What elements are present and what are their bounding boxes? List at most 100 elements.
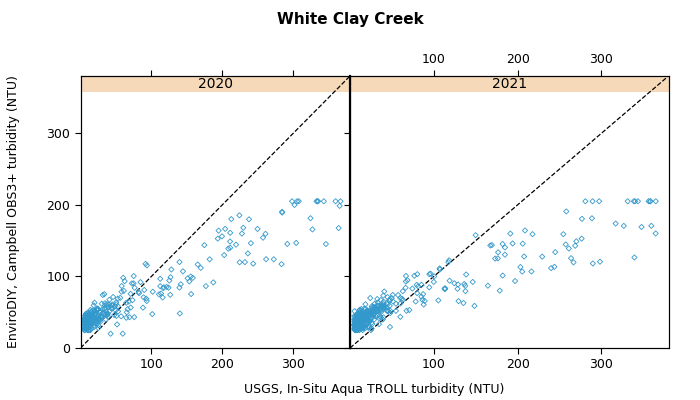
Point [163,284,174,291]
Point [112,296,123,302]
Point [370,308,382,315]
Point [116,283,127,289]
Point [359,318,370,324]
Point [129,284,140,291]
Point [165,274,176,280]
Point [85,314,96,320]
Point [85,316,96,323]
Point [307,226,318,233]
Point [260,256,272,262]
Point [80,324,92,330]
Point [106,301,118,308]
Point [128,280,139,286]
Point [363,323,374,329]
Point [425,270,436,277]
Point [358,311,370,318]
Point [79,318,90,324]
Point [212,236,223,242]
Point [177,268,188,274]
Point [391,300,402,307]
Point [594,198,605,204]
Point [355,319,366,325]
Point [372,302,383,308]
Point [360,306,371,312]
Point [364,316,375,323]
Point [349,319,360,325]
Point [351,322,363,328]
Point [102,310,113,317]
Point [434,265,445,272]
Point [87,318,98,325]
Point [351,327,362,333]
Point [360,312,372,318]
Point [349,316,360,323]
Point [80,317,92,324]
Point [350,318,361,325]
Point [352,315,363,322]
Point [369,304,380,310]
Point [88,314,99,320]
Point [355,308,366,314]
Point [350,323,361,329]
Point [368,311,379,317]
Point [349,323,360,329]
Point [505,230,516,237]
Point [112,303,123,310]
Point [410,298,421,305]
Point [460,283,471,289]
Point [115,295,126,301]
Point [352,311,363,317]
Point [361,313,372,319]
Point [354,315,365,322]
Point [83,319,94,326]
Point [92,312,104,319]
Point [587,260,598,267]
Point [367,321,378,327]
Point [84,312,95,318]
Point [141,298,153,304]
Point [92,307,103,314]
Point [358,306,370,312]
Point [89,308,100,314]
Point [517,268,528,275]
Point [81,318,92,324]
Point [458,281,470,287]
Point [352,320,363,326]
Point [78,320,90,327]
Point [354,326,365,333]
Point [97,292,108,298]
Point [116,288,127,295]
Point [351,314,363,320]
Point [349,324,360,330]
Point [290,240,302,246]
Point [225,238,236,245]
Point [111,321,122,328]
Point [527,231,538,237]
Point [467,279,478,285]
Point [402,277,413,284]
Point [175,281,186,288]
Point [378,304,389,310]
Point [305,215,316,222]
Bar [350,76,668,92]
Point [354,320,365,327]
Point [351,320,363,326]
Point [354,315,365,321]
Point [493,249,504,256]
Point [225,230,236,236]
Point [85,307,96,313]
Point [87,310,98,316]
Point [366,326,377,332]
Point [349,322,360,329]
Point [354,315,365,321]
Point [268,256,279,262]
Point [354,319,365,326]
Point [382,301,393,308]
Point [81,314,92,320]
Point [361,314,372,320]
Point [83,327,94,333]
Point [378,292,389,299]
Point [368,312,379,318]
Point [312,198,323,204]
Point [362,309,373,315]
